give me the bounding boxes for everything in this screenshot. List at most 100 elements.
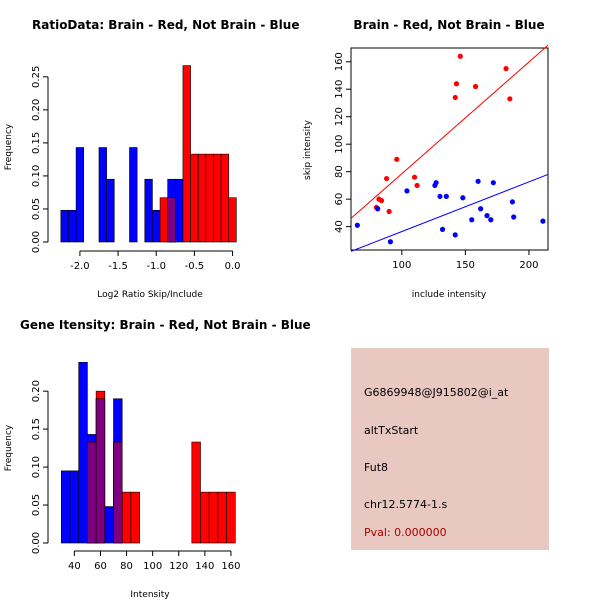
bar-brain-7 (220, 153, 230, 243)
x-tick-label: 200 (519, 260, 538, 271)
y-tick-label: 0.05 (31, 494, 42, 516)
y-tick-label: 0.25 (31, 66, 42, 88)
point-not-brain-8 (443, 193, 449, 200)
x-tick-label: 60 (94, 561, 107, 572)
point-not-brain-7 (439, 226, 446, 232)
gene-intensity-histogram: Gene Itensity: Brain - Red, Not Brain - … (4, 318, 311, 600)
point-not-brain-1 (375, 206, 381, 212)
bar-not-brain-4 (106, 178, 115, 243)
bar-overlap--0.85 (167, 197, 176, 243)
event-type: altTxStart (364, 424, 419, 437)
fit-line-not-brain (350, 173, 549, 252)
ratio-histogram-title: RatioData: Brain - Red, Not Brain - Blue (32, 18, 299, 32)
bar-brain-3 (121, 491, 132, 544)
bar-not-brain-0 (60, 209, 69, 243)
y-tick-label: 0.00 (31, 231, 42, 253)
y-tick-label: 40 (334, 220, 345, 233)
point-not-brain-17 (509, 199, 516, 205)
x-tick-label: 160 (221, 561, 240, 572)
bar-brain-7 (208, 491, 219, 544)
bar-overlap-56.67 (95, 398, 106, 544)
x-tick-label: 150 (456, 260, 475, 271)
point-brain-3 (383, 175, 390, 182)
bar-not-brain-1 (69, 470, 80, 544)
point-not-brain-13 (478, 206, 484, 212)
bar-brain-8 (228, 197, 237, 243)
scatter-plot-frame (350, 47, 549, 251)
ratio-histogram-ylabel: Frequency (4, 123, 14, 170)
point-not-brain-5 (433, 180, 439, 186)
point-not-brain-6 (437, 193, 443, 200)
x-tick-label: 100 (392, 260, 411, 271)
x-tick-label: 100 (143, 561, 162, 572)
y-tick-label: 120 (334, 107, 345, 126)
bar-brain-0 (159, 197, 168, 243)
point-brain-7 (414, 182, 420, 189)
point-brain-11 (472, 83, 479, 90)
point-not-brain-18 (511, 214, 517, 220)
point-not-brain-9 (452, 232, 458, 238)
bar-not-brain-2 (78, 362, 88, 544)
intensity-scatter-title: Brain - Red, Not Brain - Blue (353, 18, 544, 32)
y-tick-label: 0.20 (31, 380, 42, 402)
p-value: Pval: 0.000000 (364, 526, 447, 539)
bar-brain-5 (191, 441, 201, 544)
bar-not-brain-9 (175, 178, 184, 243)
intensity-scatter-ylabel: skip intensity (303, 119, 313, 180)
y-tick-label: 0.10 (31, 456, 42, 478)
point-not-brain-19 (540, 218, 546, 224)
intensity-scatter: Brain - Red, Not Brain - Blue 100 150 200 4… (303, 18, 549, 300)
point-not-brain-0 (354, 222, 360, 228)
x-tick-label: 80 (120, 561, 133, 572)
point-not-brain-12 (475, 178, 481, 184)
point-not-brain-15 (488, 217, 494, 223)
point-not-brain-16 (490, 180, 496, 186)
bar-not-brain-1 (68, 209, 77, 243)
x-tick-label: 120 (169, 561, 188, 572)
x-tick-label: -1.5 (108, 261, 128, 272)
y-tick-label: 0.05 (31, 198, 42, 220)
fit-line-brain (350, 44, 549, 219)
point-brain-6 (411, 174, 418, 180)
bar-brain-9 (226, 491, 236, 544)
bar-brain-6 (200, 491, 210, 544)
bar-overlap-50.00 (87, 441, 97, 544)
point-brain-10 (457, 53, 463, 59)
point-not-brain-2 (387, 239, 393, 245)
x-tick-label: -1.0 (146, 261, 166, 272)
point-brain-8 (452, 94, 458, 101)
y-tick-label: 0.00 (31, 532, 42, 554)
bar-brain-8 (217, 491, 227, 544)
point-not-brain-10 (460, 195, 466, 201)
point-brain-5 (394, 156, 400, 162)
x-tick-label: -0.5 (185, 261, 205, 272)
ratio-histogram: RatioData: Brain - Red, Not Brain - Blue… (4, 18, 299, 300)
point-brain-9 (453, 81, 460, 87)
x-tick-label: 0.0 (225, 261, 241, 272)
bar-not-brain-2 (75, 147, 85, 243)
y-tick-label: 0.15 (31, 418, 42, 440)
gene-name: Fut8 (364, 461, 389, 474)
bar-overlap-70.00 (113, 441, 123, 544)
genomic-location: chr12.5774-1.s (364, 498, 448, 511)
point-not-brain-11 (469, 217, 475, 223)
gene-intensity-histogram-title: Gene Itensity: Brain - Red, Not Brain - … (20, 318, 311, 332)
bar-brain-2 (182, 65, 191, 243)
point-brain-2 (378, 197, 385, 204)
bar-brain-4 (130, 491, 140, 544)
bar-not-brain-3 (98, 147, 107, 243)
gene-intensity-histogram-xlabel: Intensity (130, 590, 170, 600)
bar-brain-4 (197, 153, 207, 243)
bar-not-brain-6 (144, 178, 153, 243)
point-not-brain-3 (404, 188, 410, 194)
intensity-scatter-xlabel: include intensity (412, 290, 487, 300)
x-tick-label: 40 (68, 561, 81, 572)
y-tick-label: 160 (334, 52, 345, 71)
bar-not-brain-5 (129, 147, 138, 243)
bar-not-brain-0 (61, 470, 71, 544)
y-tick-label: 60 (334, 193, 345, 206)
y-tick-label: 100 (334, 135, 345, 154)
y-tick-label: 0.15 (31, 132, 42, 154)
point-brain-4 (386, 208, 392, 215)
